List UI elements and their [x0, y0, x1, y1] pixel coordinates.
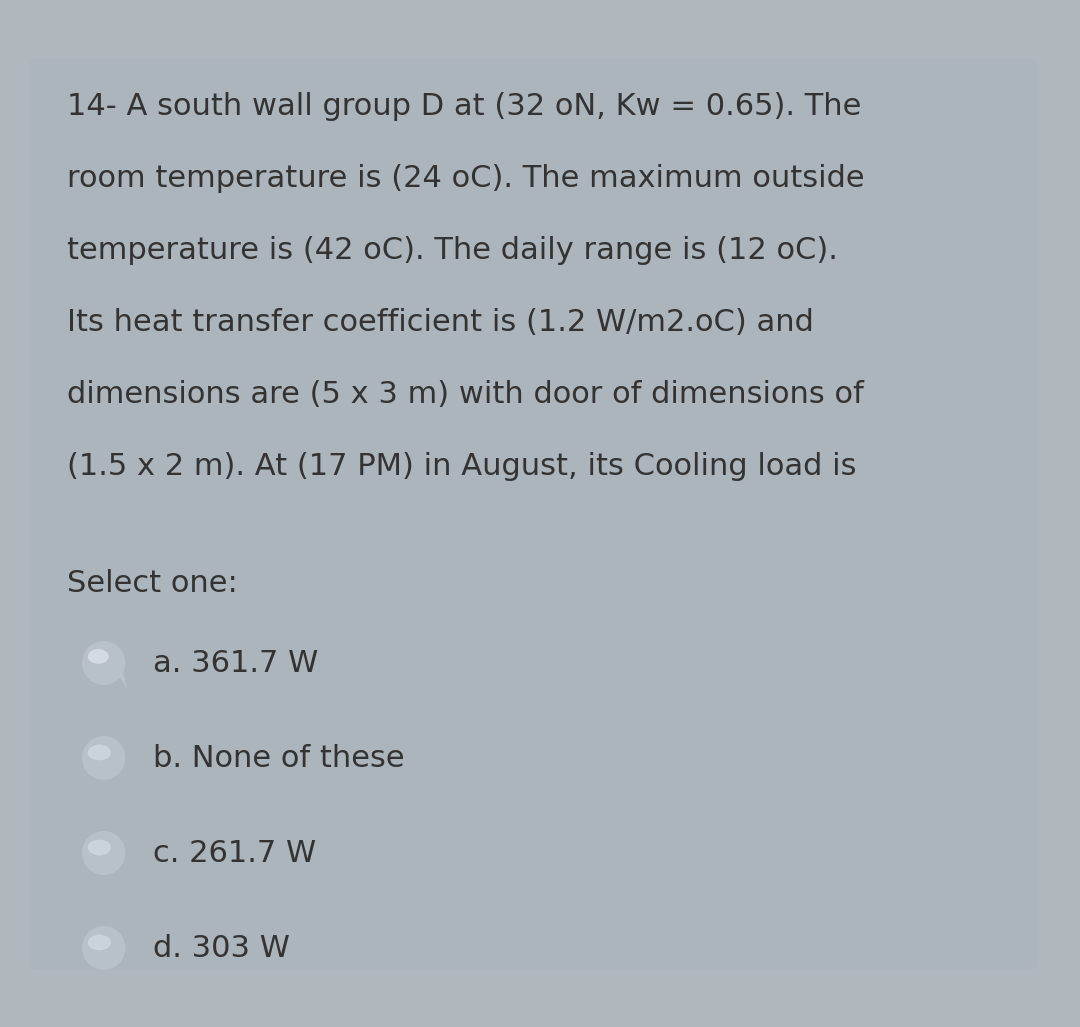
Text: b. None of these: b. None of these — [153, 744, 405, 773]
Text: (1.5 x 2 m). At (17 PM) in August, its Cooling load is: (1.5 x 2 m). At (17 PM) in August, its C… — [67, 452, 856, 481]
Text: room temperature is (24 oC). The maximum outside: room temperature is (24 oC). The maximum… — [67, 164, 865, 193]
Text: Select one:: Select one: — [67, 569, 238, 598]
Text: 14- A south wall group D at (32 oN, Kw = 0.65). The: 14- A south wall group D at (32 oN, Kw =… — [67, 92, 862, 121]
Text: d. 303 W: d. 303 W — [153, 934, 289, 963]
FancyBboxPatch shape — [29, 59, 1037, 969]
Ellipse shape — [89, 840, 110, 854]
Circle shape — [82, 736, 125, 779]
Circle shape — [82, 831, 125, 875]
Circle shape — [82, 641, 125, 685]
Text: Its heat transfer coefficient is (1.2 W/m2.oC) and: Its heat transfer coefficient is (1.2 W/… — [67, 308, 814, 337]
Text: a. 361.7 W: a. 361.7 W — [153, 649, 319, 678]
Text: c. 261.7 W: c. 261.7 W — [153, 839, 316, 868]
Text: dimensions are (5 x 3 m) with door of dimensions of: dimensions are (5 x 3 m) with door of di… — [67, 380, 864, 409]
Ellipse shape — [89, 746, 110, 760]
Text: temperature is (42 oC). The daily range is (12 oC).: temperature is (42 oC). The daily range … — [67, 236, 838, 265]
Polygon shape — [114, 665, 127, 689]
Ellipse shape — [89, 936, 110, 950]
Circle shape — [82, 926, 125, 969]
Ellipse shape — [89, 650, 108, 663]
